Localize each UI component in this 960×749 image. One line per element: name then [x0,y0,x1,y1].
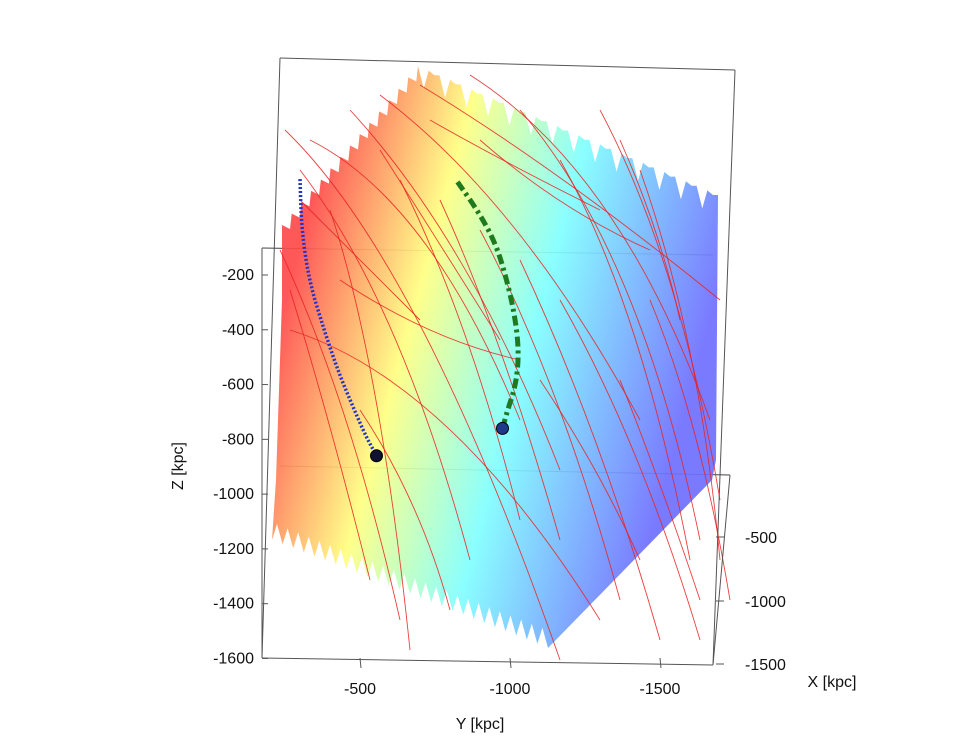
axes-box-front [261,248,731,666]
y-tick-label: -1000 [490,681,531,698]
z-tick-label: -1000 [213,486,254,503]
series-2-line [455,180,521,430]
y-tick [359,657,362,669]
box-edge [261,657,714,666]
orbit-curve [649,299,731,601]
orbit-curve [619,379,701,601]
z-tick-label: -1400 [213,596,254,613]
orbit-curve [299,199,421,321]
box-edge [261,57,281,659]
box-edge [712,474,731,666]
orbit-curve [599,109,721,501]
highlighted-orbits [298,179,521,463]
y-tick [659,657,662,669]
orbit-curve [399,179,521,521]
axis-ticks: -200 -400 -600 -800 -1000 -1200 -1400 -1600 -500… [213,267,786,698]
series-2-endpoint [496,421,509,435]
orbit-curve [479,139,651,251]
orbit-curve [289,289,371,581]
orbit-curve [479,229,621,601]
orbit-curve [639,169,721,561]
y-tick-label: -500 [344,681,376,698]
orbit-curve [339,279,521,361]
box-edge [712,69,736,666]
orbit-curve [539,379,641,561]
z-tick-label: -800 [222,431,254,448]
orbit-curve [519,109,701,541]
x-tick-label: -1000 [745,594,786,611]
orbit-curve [279,249,401,621]
z-tick-label: -200 [222,267,254,284]
z-tick-label: -600 [222,377,254,394]
x-axis-title: X [kpc] [808,674,857,691]
orbit-curve [559,299,701,641]
y-axis-title: Y [kpc] [456,716,505,733]
orbit-curve [379,149,501,341]
orbit-curve [309,139,521,421]
orbit-curve [299,169,471,561]
orbit-curve [329,209,411,651]
orbit-curve [519,259,661,641]
x-tick-label: -1500 [745,657,786,674]
series-1-line [298,179,379,457]
z-tick-label: -1600 [213,650,254,667]
orbit-curve [439,199,561,541]
orbit-curve [289,329,601,621]
orbit-curve [284,129,561,661]
y-tick [509,657,512,669]
orbit-curve [469,74,711,421]
series-1-endpoint [370,449,383,463]
orbit-curve [359,409,451,611]
orbit-curve [619,139,681,321]
z-axis-title: Z [kpc] [170,442,187,490]
orbit-curve [349,109,561,471]
orbit-curve [379,94,641,421]
z-tick-label: -400 [222,322,254,339]
orbit-curve [419,84,721,301]
box-edge [279,57,736,71]
background-orbits [279,74,731,661]
z-tick-label: -1200 [213,541,254,558]
y-tick-label: -1500 [640,681,681,698]
x-tick-label: -500 [745,530,777,547]
